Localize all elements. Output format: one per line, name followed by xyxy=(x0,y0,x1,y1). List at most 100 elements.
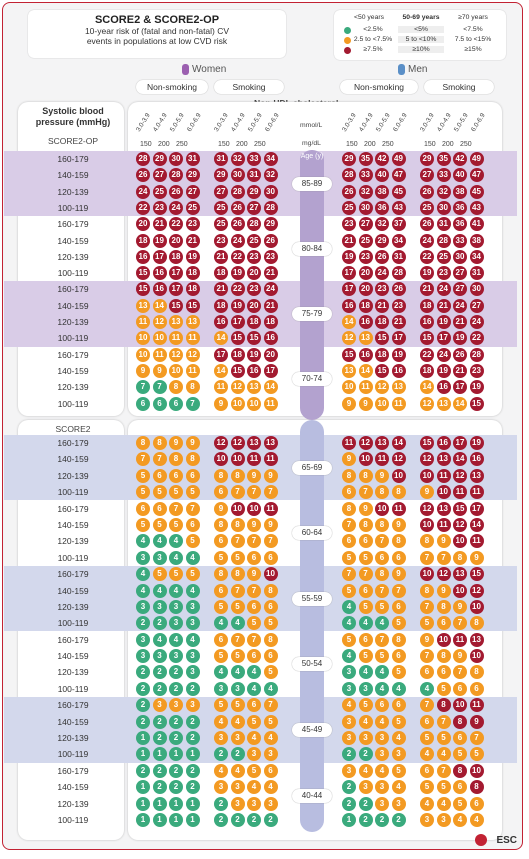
risk-cell: 2 xyxy=(152,681,167,696)
risk-cell: 2 xyxy=(136,764,150,778)
men-label: Men xyxy=(408,64,428,76)
risk-cell: 38 xyxy=(453,184,467,199)
risk-cell: 27 xyxy=(214,184,228,199)
risk-cell: 26 xyxy=(420,217,434,232)
risk-cell: 31 xyxy=(247,168,261,183)
risk-cell: 31 xyxy=(214,152,228,166)
chart-subtitle-1: 10-year risk of (fatal and non-fatal) CV xyxy=(84,26,230,36)
risk-cell: 4 xyxy=(375,616,389,631)
risk-cell: 12 xyxy=(391,452,406,467)
risk-cell: 6 xyxy=(453,731,467,745)
risk-cell: 21 xyxy=(342,233,356,248)
risk-cell: 4 xyxy=(185,550,200,565)
age-label: 65-69 xyxy=(292,460,332,475)
risk-cell: 6 xyxy=(214,484,228,499)
risk-cell: 2 xyxy=(136,616,150,631)
risk-cell: 6 xyxy=(169,396,183,411)
sbp-row-label: 100-119 xyxy=(57,814,89,825)
risk-cell: 15 xyxy=(469,567,484,582)
chart-subtitle-2: events in populations at low CVD risk xyxy=(86,36,228,46)
risk-cell: 8 xyxy=(230,468,245,483)
risk-cell: 8 xyxy=(469,616,484,631)
sbp-row-label: 120-139 xyxy=(57,733,89,743)
risk-cell: 11 xyxy=(263,396,278,411)
risk-cell: 14 xyxy=(214,363,228,378)
risk-cell: 10 xyxy=(230,501,245,516)
risk-cell: 14 xyxy=(420,380,434,395)
risk-cell: 20 xyxy=(247,266,261,281)
risk-cell: 9 xyxy=(247,517,261,532)
risk-cell: 36 xyxy=(453,200,467,215)
risk-cell: 4 xyxy=(214,616,228,631)
risk-cell: 6 xyxy=(152,396,167,411)
sbp-row-label: 120-139 xyxy=(57,798,89,809)
risk-cell: 4 xyxy=(169,632,183,647)
risk-cell: 7 xyxy=(342,567,356,582)
risk-cell: 6 xyxy=(391,599,406,614)
risk-cell: 4 xyxy=(358,665,373,680)
risk-cell: 1 xyxy=(136,731,150,745)
risk-cell: 9 xyxy=(247,567,261,582)
risk-cell: 18 xyxy=(375,347,389,362)
risk-cell: 11 xyxy=(342,436,356,450)
risk-cell: 2 xyxy=(185,764,200,778)
age-label: 85-89 xyxy=(292,176,332,191)
sbp-row-label: 100-119 xyxy=(57,618,89,629)
risk-cell: 5 xyxy=(247,764,261,778)
risk-cell: 4 xyxy=(263,780,278,795)
risk-cell: 8 xyxy=(375,567,389,582)
risk-cell: 4 xyxy=(230,616,245,631)
risk-cell: 5 xyxy=(375,649,389,664)
risk-cell: 43 xyxy=(469,200,484,215)
risk-cell: 3 xyxy=(185,616,200,631)
risk-cell: 23 xyxy=(247,249,261,264)
risk-cell: 7 xyxy=(342,517,356,532)
risk-cell: 29 xyxy=(263,217,278,232)
legend-dot xyxy=(344,27,351,34)
risk-cell: 21 xyxy=(263,266,278,281)
risk-cell: 4 xyxy=(185,632,200,647)
risk-cell: 6 xyxy=(136,501,150,516)
risk-cell: 43 xyxy=(391,200,406,215)
risk-cell: 2 xyxy=(185,731,200,745)
esc-logo-text: ESC xyxy=(496,835,517,846)
sbp-row-label: 160-179 xyxy=(57,349,89,360)
risk-cell: 5 xyxy=(169,567,183,582)
risk-cell: 30 xyxy=(358,200,373,215)
risk-cell: 8 xyxy=(169,452,183,467)
risk-cell: 11 xyxy=(169,331,183,346)
risk-cell: 1 xyxy=(136,812,150,827)
risk-cell: 3 xyxy=(230,796,245,811)
risk-cell: 5 xyxy=(358,599,373,614)
risk-cell: 4 xyxy=(375,714,389,729)
risk-cell: 6 xyxy=(214,632,228,647)
risk-cell: 14 xyxy=(453,452,467,467)
risk-cell: 6 xyxy=(185,468,200,483)
mg-value: 150 xyxy=(424,141,436,148)
risk-cell: 31 xyxy=(469,266,484,281)
risk-cell: 8 xyxy=(358,468,373,483)
risk-cell: 26 xyxy=(420,184,434,199)
risk-cell: 13 xyxy=(247,436,261,450)
risk-cell: 7 xyxy=(185,396,200,411)
age-label: 75-79 xyxy=(292,307,332,321)
risk-cell: 21 xyxy=(375,298,389,313)
risk-cell: 9 xyxy=(420,632,434,647)
risk-cell: 15 xyxy=(453,501,467,516)
risk-cell: 14 xyxy=(469,517,484,532)
risk-cell: 11 xyxy=(263,501,278,516)
risk-cell: 4 xyxy=(453,812,467,827)
risk-cell: 40 xyxy=(375,168,389,183)
risk-cell: 11 xyxy=(358,380,373,395)
risk-cell: 2 xyxy=(214,747,228,762)
risk-cell: 4 xyxy=(358,616,373,631)
risk-cell: 29 xyxy=(152,152,167,166)
risk-cell: 5 xyxy=(342,583,356,598)
risk-cell: 12 xyxy=(420,396,434,411)
risk-cell: 2 xyxy=(358,812,373,827)
risk-cell: 1 xyxy=(169,796,183,811)
risk-cell: 13 xyxy=(375,436,389,450)
risk-cell: 27 xyxy=(358,217,373,232)
risk-cell: 17 xyxy=(391,331,406,346)
risk-cell: 9 xyxy=(436,583,451,598)
